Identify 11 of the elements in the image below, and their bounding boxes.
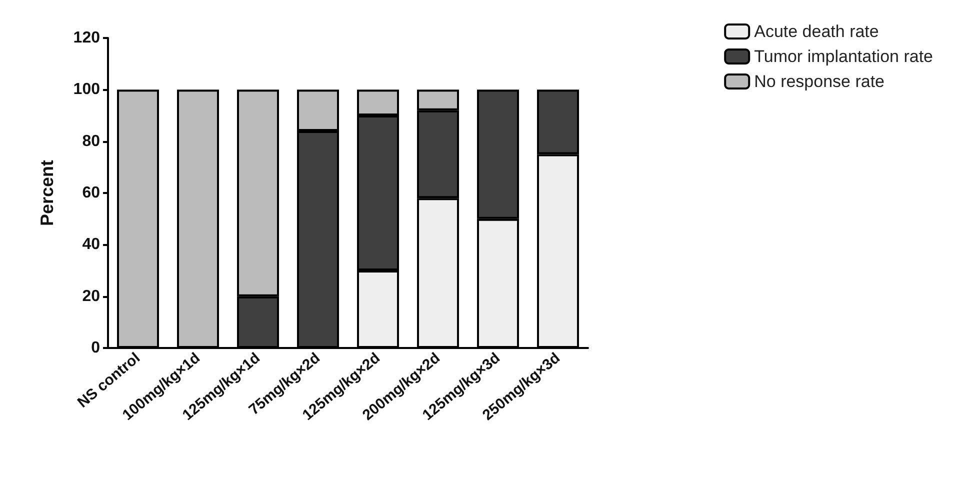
y-tick-label: 0 [91,340,100,356]
y-tick-label: 40 [82,236,100,254]
legend-label: Acute death rate [754,22,879,41]
y-tick-label: 100 [73,81,100,98]
y-tick-label: 60 [82,184,100,202]
legend-label: No response rate [754,72,885,91]
y-tick-label: 80 [82,132,100,150]
y-axis-title: Percent [37,160,57,226]
legend-label: Tumor implantation rate [754,47,933,66]
y-tick-label: 20 [82,288,100,305]
y-tick-label: 120 [73,30,100,46]
